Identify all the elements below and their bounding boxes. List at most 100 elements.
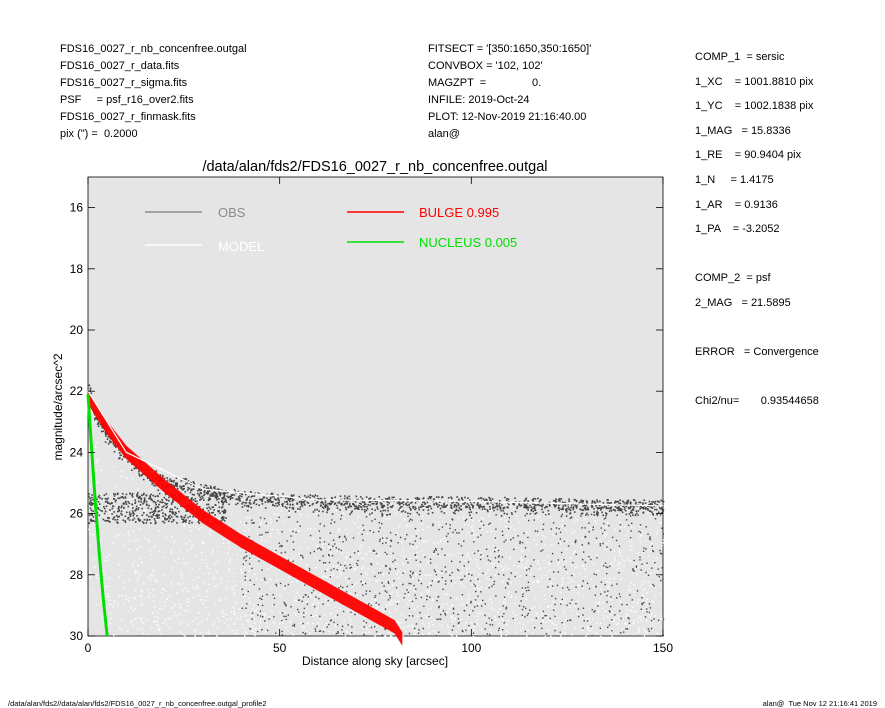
obs-point [400, 626, 402, 628]
obs-point [213, 576, 216, 578]
y-tick-label: 24 [70, 445, 84, 459]
obs-point [192, 578, 195, 581]
obs-point [263, 517, 266, 520]
obs-point [391, 635, 393, 638]
obs-point [176, 522, 178, 524]
obs-point [503, 598, 506, 601]
obs-point [345, 630, 347, 632]
obs-point [284, 602, 286, 605]
obs-point [152, 510, 155, 513]
obs-point [242, 501, 244, 504]
obs-point [391, 504, 393, 506]
obs-point [284, 585, 286, 587]
obs-point [178, 603, 181, 606]
obs-point [107, 577, 110, 579]
obs-point [113, 511, 115, 513]
obs-point [489, 499, 491, 502]
obs-point [432, 624, 434, 626]
obs-point [191, 620, 193, 622]
obs-point [409, 557, 411, 559]
obs-point [462, 603, 464, 605]
obs-point [525, 598, 527, 600]
obs-point [429, 562, 432, 564]
obs-point [140, 617, 142, 620]
obs-point [118, 576, 120, 578]
obs-point [396, 534, 398, 536]
obs-point [638, 501, 640, 504]
obs-point [376, 508, 379, 510]
obs-point [593, 514, 596, 516]
obs-point [572, 508, 575, 511]
obs-point [209, 493, 212, 496]
obs-point [165, 518, 168, 521]
obs-point [405, 591, 407, 594]
obs-point [526, 541, 529, 544]
obs-point [405, 558, 408, 560]
bulge-band [88, 390, 403, 646]
obs-point [272, 504, 274, 507]
obs-point [287, 516, 290, 518]
obs-point [324, 570, 327, 573]
obs-point [88, 503, 91, 505]
obs-point [634, 503, 637, 505]
obs-point [384, 551, 386, 554]
obs-point [94, 446, 97, 448]
obs-point [415, 623, 418, 625]
obs-point [514, 602, 516, 605]
obs-point [269, 497, 272, 500]
obs-point [296, 600, 298, 602]
obs-point [187, 480, 190, 482]
obs-point [216, 488, 219, 491]
obs-point [231, 513, 233, 515]
obs-point [571, 532, 573, 534]
obs-point [388, 587, 390, 589]
obs-point [255, 578, 258, 580]
obs-point [97, 506, 99, 509]
obs-point [565, 515, 568, 517]
obs-point [396, 591, 398, 594]
obs-point [510, 539, 512, 541]
obs-point [645, 526, 647, 528]
obs-point [290, 494, 293, 497]
obs-point [626, 609, 628, 611]
obs-point [161, 588, 164, 590]
obs-point [490, 501, 492, 504]
obs-point [212, 549, 215, 551]
obs-point [448, 571, 450, 573]
obs-point [96, 603, 98, 606]
obs-point [266, 629, 269, 632]
obs-point [600, 508, 602, 511]
obs-point [95, 459, 98, 461]
obs-point [134, 597, 136, 599]
obs-point [347, 624, 349, 626]
obs-point [649, 516, 651, 518]
obs-point [227, 552, 229, 555]
obs-point [236, 629, 238, 632]
obs-point [647, 511, 649, 514]
obs-point [444, 580, 447, 582]
obs-point [619, 567, 621, 569]
obs-point [357, 559, 359, 562]
obs-point [524, 587, 527, 589]
obs-point [395, 513, 398, 515]
obs-point [304, 594, 306, 596]
obs-point [407, 515, 409, 518]
obs-point [386, 498, 389, 500]
obs-point [161, 608, 163, 610]
obs-point [156, 517, 159, 519]
obs-point [628, 513, 631, 515]
obs-point [253, 618, 256, 620]
obs-point [103, 494, 106, 496]
obs-point [639, 571, 641, 573]
obs-point [166, 623, 168, 625]
obs-point [137, 564, 140, 567]
obs-point [554, 597, 557, 600]
obs-point [137, 505, 139, 507]
obs-point [202, 497, 204, 499]
obs-point [143, 498, 146, 500]
obs-point [472, 632, 475, 634]
obs-point [584, 561, 587, 564]
obs-point [382, 542, 384, 545]
obs-point [157, 506, 160, 509]
obs-point [97, 508, 100, 510]
